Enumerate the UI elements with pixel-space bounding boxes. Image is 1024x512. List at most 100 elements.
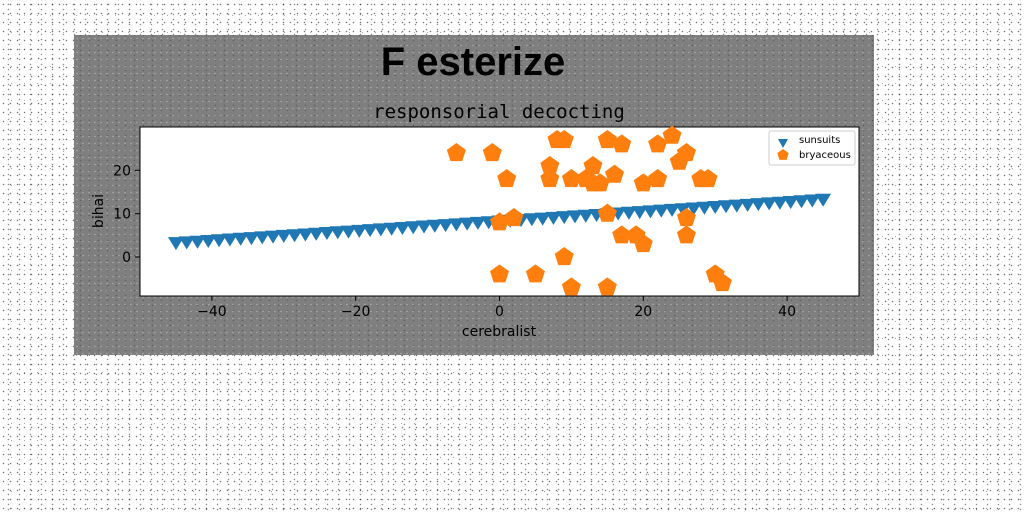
- x-tick-label: 20: [634, 304, 652, 320]
- bryaceous-point: [482, 143, 502, 162]
- sunsuits-point: [761, 197, 778, 211]
- bryaceous-point: [648, 134, 668, 153]
- sunsuits-point: [383, 222, 400, 236]
- sunsuits-point: [674, 203, 691, 217]
- y-tick-label: 10: [113, 207, 131, 223]
- bryaceous-point: [540, 169, 560, 188]
- chart-title: F esterize: [381, 40, 566, 84]
- sunsuits-point: [405, 221, 422, 235]
- legend-label-sunsuits: sunsuits: [799, 135, 840, 146]
- sunsuits-point: [534, 212, 551, 226]
- sunsuits-point: [545, 211, 562, 225]
- bryaceous-point: [676, 143, 696, 162]
- bryaceous-point: [554, 247, 574, 266]
- scatter-chart: F esterize responsorial decocting −40 −20…: [91, 40, 860, 340]
- sunsuits-point: [782, 195, 799, 209]
- sunsuits-point: [243, 232, 260, 246]
- legend-box: [768, 130, 856, 166]
- bryaceous-point: [489, 212, 510, 231]
- bryaceous-point: [590, 173, 610, 192]
- bryaceous-point: [561, 277, 581, 296]
- sunsuits-point: [426, 219, 443, 233]
- sunsuits-point: [750, 198, 767, 212]
- sunsuits-point: [211, 234, 228, 248]
- sunsuits-point: [642, 205, 659, 219]
- bryaceous-point: [540, 156, 560, 175]
- bryaceous-point: [698, 169, 718, 188]
- bryaceous-point: [612, 225, 632, 244]
- sunsuits-point: [685, 202, 702, 216]
- bryaceous-point: [504, 208, 524, 227]
- sunsuits-point: [297, 228, 314, 242]
- legend: sunsuits bryaceous: [768, 130, 856, 166]
- sunsuits-point: [437, 219, 454, 233]
- sunsuits-point: [620, 206, 637, 220]
- y-tick-label: 0: [122, 250, 131, 266]
- sunsuits-point: [178, 236, 195, 250]
- legend-label-bryaceous: bryaceous: [799, 150, 851, 161]
- sunsuits-point: [372, 223, 389, 237]
- legend-marker-sunsuits: [778, 139, 788, 148]
- bryaceous-point: [446, 143, 466, 162]
- sunsuits-point: [416, 220, 433, 234]
- sunsuits-point: [362, 224, 379, 238]
- sunsuits-point: [728, 199, 745, 213]
- x-axis-label: cerebralist: [462, 324, 537, 340]
- sunsuits-point: [318, 227, 335, 241]
- sunsuits-point: [707, 201, 724, 215]
- bryaceous-point: [597, 130, 617, 149]
- sunsuits-point: [200, 234, 217, 248]
- sunsuits-point: [394, 221, 411, 235]
- bryaceous-point: [712, 273, 732, 292]
- sunsuits-point: [275, 229, 292, 243]
- bryaceous-point: [612, 134, 632, 153]
- sunsuits-point: [265, 230, 282, 244]
- sunsuits-point: [631, 206, 648, 220]
- sunsuits-point: [351, 224, 368, 238]
- bryaceous-point: [605, 164, 625, 183]
- sunsuits-point: [556, 211, 573, 225]
- bryaceous-point: [648, 169, 668, 188]
- bryaceous-point: [525, 264, 545, 283]
- sunsuits-point: [329, 226, 346, 240]
- bryaceous-point: [597, 277, 617, 296]
- figure-panel: F esterize responsorial decocting −40 −20…: [74, 35, 874, 355]
- sunsuits-point: [340, 225, 357, 239]
- bryaceous-point: [676, 225, 696, 244]
- sunsuits-point: [459, 217, 476, 231]
- bryaceous-point: [597, 203, 617, 222]
- sunsuits-point: [254, 231, 271, 245]
- sunsuits-point: [523, 213, 540, 227]
- sunsuits-point: [717, 200, 734, 214]
- bryaceous-point: [489, 264, 510, 283]
- sunsuits-point: [793, 195, 810, 209]
- sunsuits-point: [221, 233, 238, 247]
- bryaceous-point: [633, 234, 653, 253]
- bryaceous-point: [561, 169, 581, 188]
- sunsuits-point: [167, 237, 184, 251]
- sunsuits-point: [739, 198, 756, 212]
- x-tick-label: 40: [778, 304, 796, 320]
- bryaceous-point: [497, 169, 517, 188]
- sunsuits-point: [469, 216, 486, 230]
- sunsuits-point: [566, 210, 583, 224]
- sunsuits-point: [232, 232, 249, 246]
- bryaceous-point: [583, 156, 603, 175]
- bryaceous-point: [676, 208, 696, 227]
- y-axis-label: bihai: [91, 194, 107, 228]
- x-tick-label: −20: [341, 304, 371, 320]
- legend-marker-bryaceous: [777, 149, 789, 160]
- sunsuits-point: [189, 235, 206, 249]
- sunsuits-point: [771, 196, 788, 210]
- bryaceous-point: [633, 173, 653, 192]
- sunsuits-point: [804, 194, 821, 208]
- sunsuits-point: [696, 201, 713, 215]
- sunsuits-point: [286, 229, 303, 243]
- x-tick-label: −40: [197, 304, 227, 320]
- sunsuits-point: [815, 193, 832, 207]
- y-tick-label: 20: [113, 163, 131, 179]
- sunsuits-point: [664, 203, 681, 217]
- sunsuits-point: [448, 218, 465, 232]
- sunsuits-point: [308, 227, 325, 241]
- bryaceous-point: [554, 130, 574, 149]
